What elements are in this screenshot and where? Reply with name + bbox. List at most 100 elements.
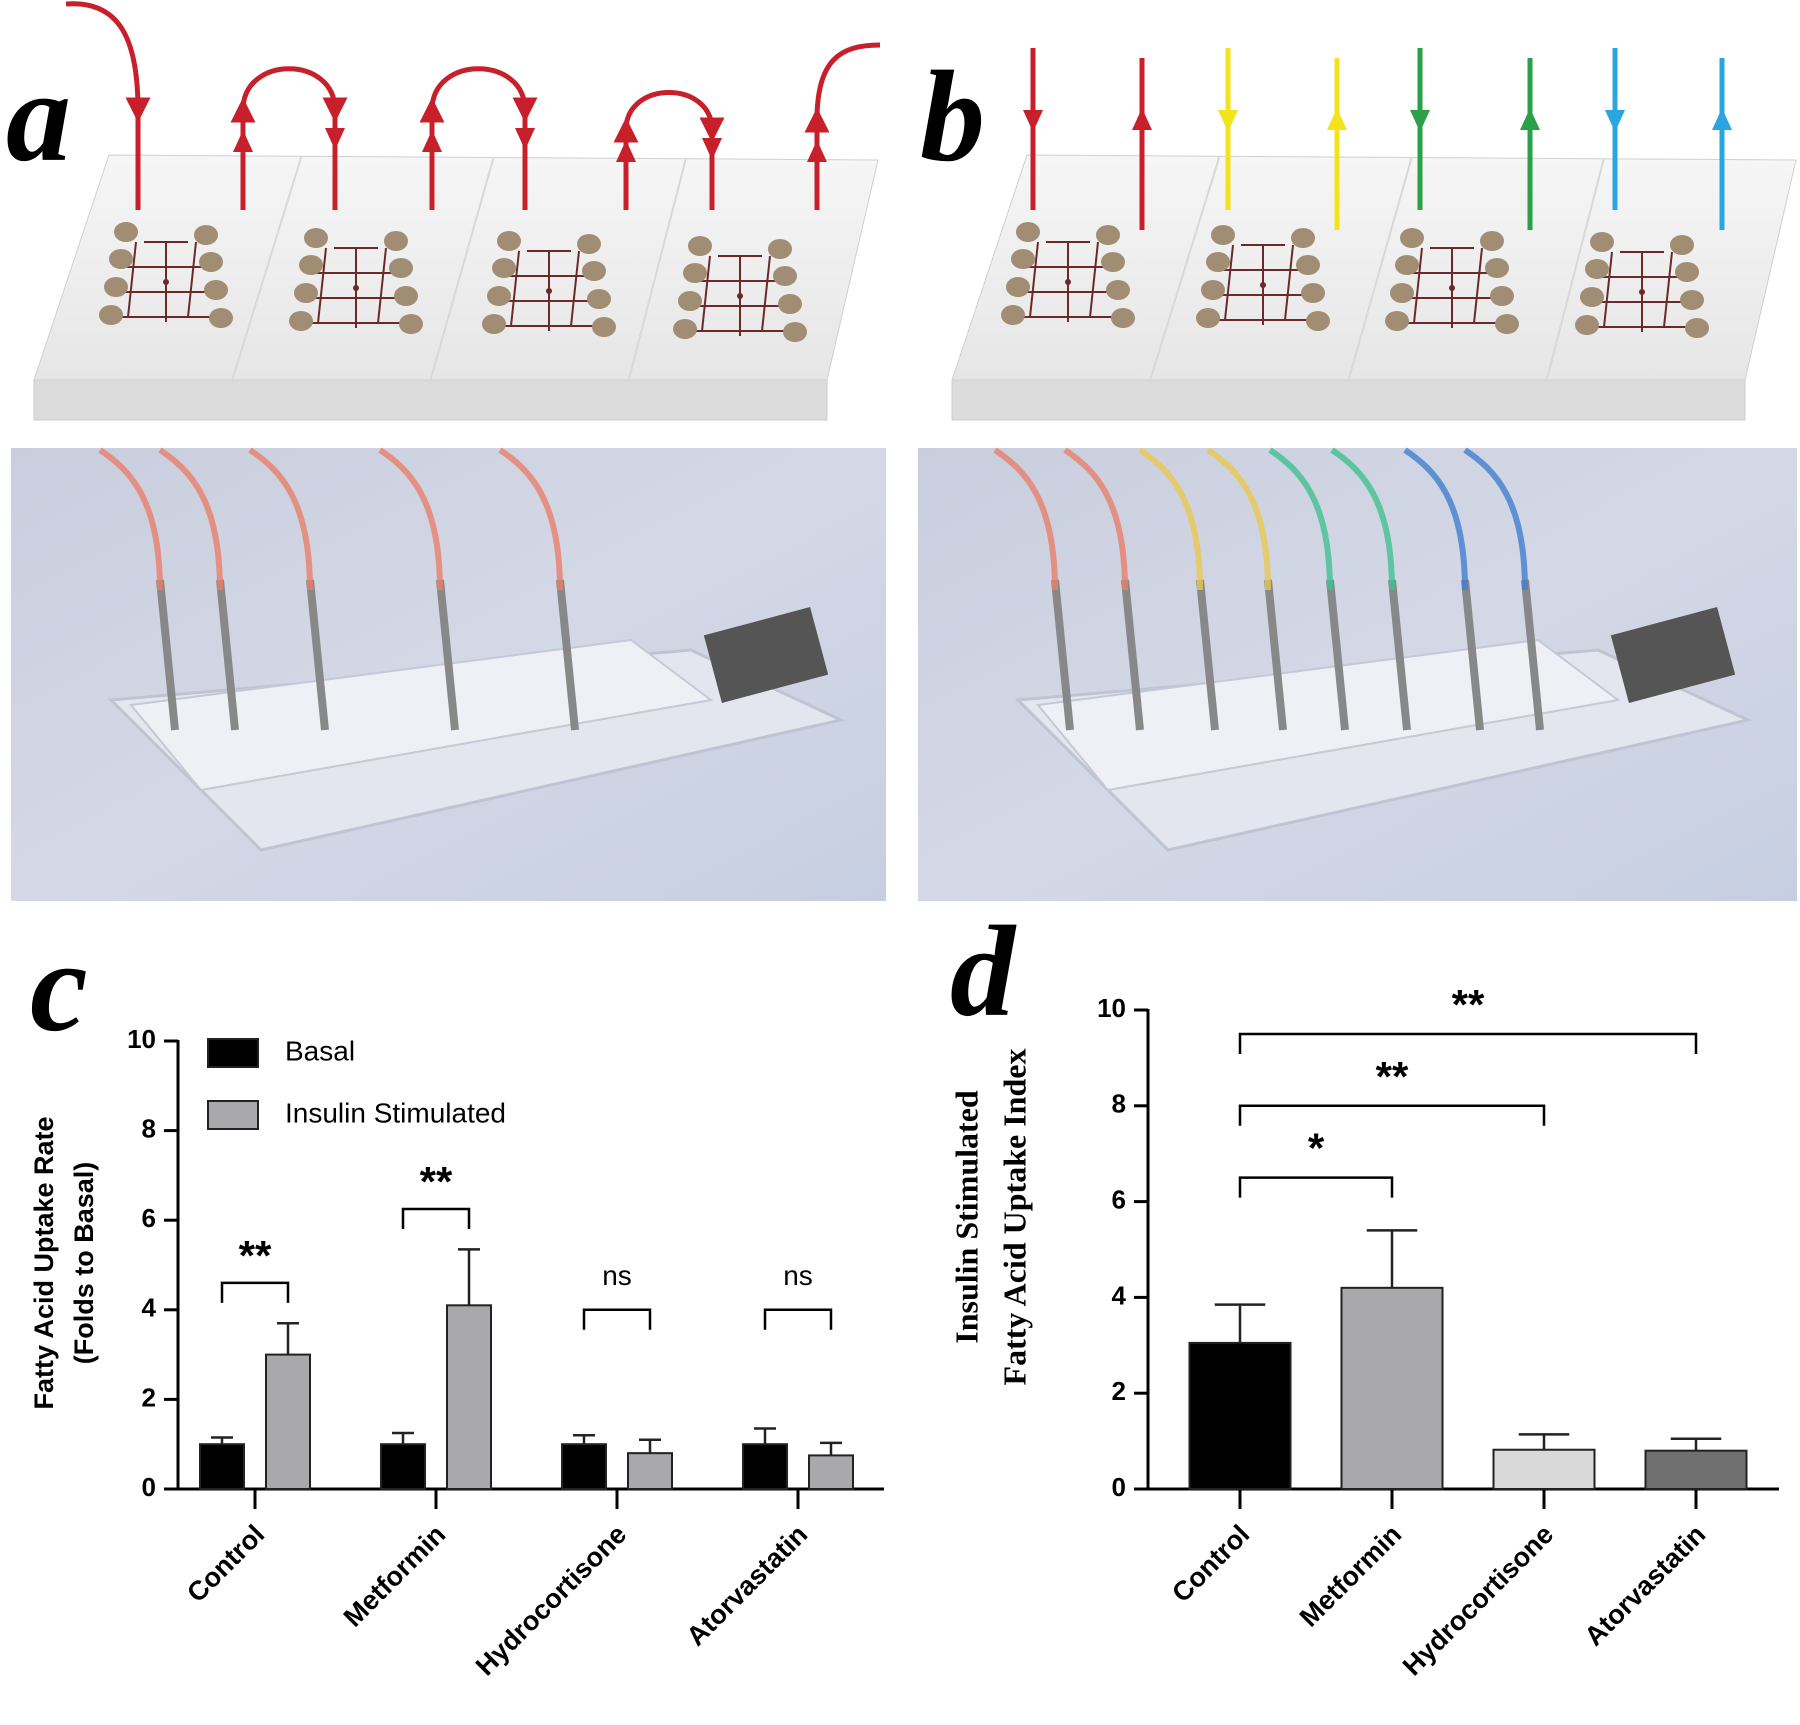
x-tick-label: Atorvastatin — [681, 1519, 814, 1652]
y-tick-label: 8 — [1112, 1089, 1126, 1119]
legend-swatch — [207, 1038, 259, 1068]
slab-divider — [231, 156, 303, 381]
flow-arrow — [613, 90, 725, 210]
legend-label: Basal — [285, 1035, 355, 1066]
chip-well — [194, 225, 218, 245]
photo-needle — [436, 579, 459, 731]
bar — [561, 1443, 607, 1490]
chip-well — [1480, 231, 1504, 251]
photo-needle — [156, 579, 179, 731]
chip-well — [1385, 311, 1409, 331]
photo-needle — [1051, 579, 1074, 731]
glass-slab-front — [951, 379, 1746, 421]
bar — [199, 1443, 245, 1490]
photo-tube — [98, 447, 163, 591]
chip-center — [1639, 289, 1645, 295]
photo-needle — [1326, 579, 1349, 731]
significance-label: ns — [783, 1260, 813, 1291]
chip-well — [1685, 318, 1709, 338]
chip-well — [482, 314, 506, 334]
chip-well — [109, 249, 133, 269]
slab-divider — [627, 158, 687, 381]
panel-letter: d — [950, 900, 1017, 1044]
chip-well — [204, 280, 228, 300]
chip-well — [1106, 280, 1130, 300]
chip-well — [587, 289, 611, 309]
arrow-head — [807, 140, 827, 162]
flow-arrow — [230, 66, 348, 210]
photo-clip — [703, 606, 829, 704]
chip-center — [163, 279, 169, 285]
chip-well — [577, 234, 601, 254]
panel-letter: b — [920, 45, 985, 189]
bar — [742, 1443, 788, 1490]
chip-center — [1449, 285, 1455, 291]
arrow-head — [1023, 110, 1043, 132]
photo-clip — [1610, 606, 1736, 704]
panel-letter: a — [6, 45, 71, 189]
x-tick-label: Control — [1166, 1519, 1255, 1608]
chip-well — [394, 286, 418, 306]
chip-well — [199, 252, 223, 272]
significance-label: * — [1308, 1125, 1325, 1172]
arrow-head — [128, 98, 148, 120]
chip-center — [1065, 279, 1071, 285]
bar — [1188, 1341, 1292, 1491]
y-axis-label: Fatty Acid Uptake Rate — [29, 1116, 59, 1409]
chip-well — [492, 258, 516, 278]
x-tick-label: Hydrocortisone — [1397, 1519, 1559, 1681]
chip-well — [294, 283, 318, 303]
photo-tube — [378, 447, 443, 591]
arrow-head — [1218, 110, 1238, 132]
chip-well — [778, 294, 802, 314]
y-tick-label: 2 — [1112, 1376, 1126, 1406]
chip-well — [1390, 283, 1414, 303]
x-tick-label: Atorvastatin — [1579, 1519, 1712, 1652]
y-tick-label: 10 — [127, 1024, 156, 1054]
chip-well — [1590, 232, 1614, 252]
x-tick-label: Metformin — [1294, 1519, 1407, 1632]
chip-well — [497, 231, 521, 251]
photo-tube — [1268, 447, 1333, 591]
y-axis-label: Insulin Stimulated — [948, 1090, 984, 1344]
chip-well — [1101, 252, 1125, 272]
legend-swatch — [207, 1100, 259, 1130]
chip-well — [1291, 228, 1315, 248]
chip-well — [1296, 255, 1320, 275]
bar — [808, 1454, 854, 1491]
significance-bracket — [763, 1308, 833, 1330]
x-tick-label: Hydrocortisone — [470, 1519, 632, 1681]
significance-label: ** — [420, 1158, 453, 1205]
y-axis-label: (Folds to Basal) — [69, 1162, 99, 1365]
arrow-head — [1327, 108, 1347, 130]
significance-bracket — [401, 1207, 471, 1229]
chip-well — [773, 266, 797, 286]
chip-well — [1201, 280, 1225, 300]
significance-bracket — [1238, 1176, 1394, 1198]
photo-needle — [306, 579, 329, 731]
photo-needle — [1121, 579, 1144, 731]
chip-well — [683, 263, 707, 283]
chip-well — [678, 291, 702, 311]
y-tick-label: 8 — [142, 1113, 156, 1143]
arrow-head — [1520, 108, 1540, 130]
slab-divider — [1347, 157, 1413, 381]
chip-well — [1096, 225, 1120, 245]
chip-center — [737, 293, 743, 299]
bar — [446, 1304, 492, 1490]
chip-well — [114, 222, 138, 242]
panel-letter: c — [30, 915, 88, 1059]
chip-center — [546, 288, 552, 294]
photo-needle — [1264, 579, 1287, 731]
arrow-head — [1605, 110, 1625, 132]
chip-well — [1580, 287, 1604, 307]
illustrations — [11, 1, 1797, 901]
significance-bracket — [1238, 1032, 1698, 1054]
chip-well — [768, 239, 792, 259]
significance-bracket — [1238, 1104, 1546, 1126]
bar — [627, 1452, 673, 1491]
chip-well — [783, 322, 807, 342]
significance-label: ** — [239, 1232, 272, 1279]
photo-needle — [1196, 579, 1219, 731]
